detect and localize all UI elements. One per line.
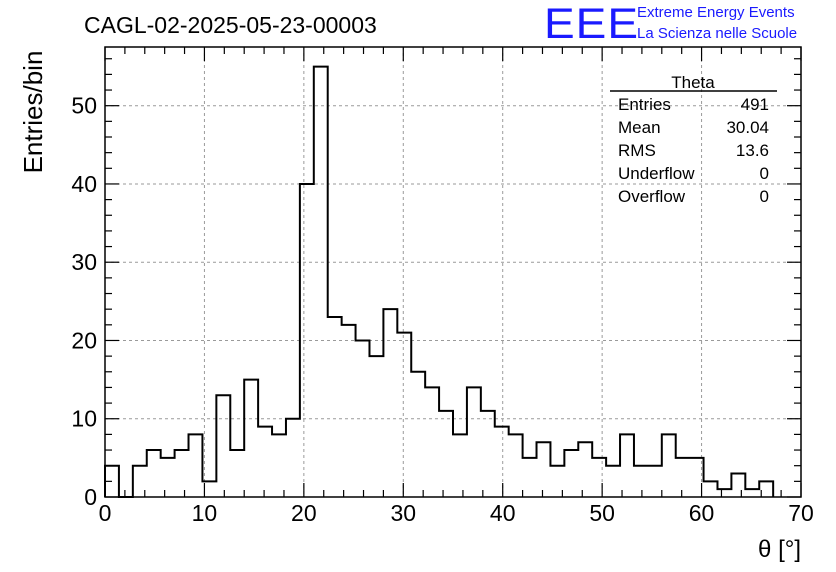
stats-value-mean: 30.04 <box>726 118 769 137</box>
histogram-bin <box>397 333 411 497</box>
histogram-bin <box>592 458 606 497</box>
histogram-bin <box>662 434 676 497</box>
histogram-bin <box>564 450 578 497</box>
histogram-bin <box>509 434 523 497</box>
histogram-bin <box>286 419 300 497</box>
y-tick-label: 40 <box>71 171 97 197</box>
histogram-bin <box>481 411 495 497</box>
histogram-bin <box>342 325 356 497</box>
histogram-bin <box>272 434 286 497</box>
histogram-bin <box>676 458 690 497</box>
stats-label-mean: Mean <box>618 118 661 137</box>
axis-ticks: 0 10 20 30 40 50 60 70 0 10 20 30 40 50 <box>71 47 814 526</box>
chart-title: CAGL-02-2025-05-23-00003 <box>84 12 377 38</box>
stats-value-overflow: 0 <box>760 187 769 206</box>
x-tick-label: 70 <box>788 500 814 526</box>
histogram-bin <box>147 450 161 497</box>
y-tick-label: 20 <box>71 327 97 353</box>
histogram-bin <box>745 489 759 497</box>
stats-label-entries: Entries <box>618 95 671 114</box>
stats-value-entries: 491 <box>741 95 769 114</box>
stats-label-rms: RMS <box>618 141 656 160</box>
histogram-bin <box>495 427 509 497</box>
stats-box: Theta Entries 491 Mean 30.04 RMS 13.6 Un… <box>610 73 777 206</box>
histogram-bin <box>467 387 481 497</box>
histogram-bin <box>189 434 203 497</box>
logo-line-1: Extreme Energy Events <box>637 4 795 21</box>
histogram-bin <box>634 466 648 497</box>
histogram-bin <box>161 458 175 497</box>
x-tick-label: 50 <box>589 500 615 526</box>
histogram-bin <box>244 380 258 497</box>
histogram-bin <box>648 466 662 497</box>
histogram-bin <box>411 372 425 497</box>
histogram-bin <box>537 442 551 497</box>
histogram-bin <box>175 450 189 497</box>
histogram-bin <box>717 489 731 497</box>
histogram-bin <box>314 67 328 497</box>
histogram-bin <box>523 458 537 497</box>
x-tick-label: 30 <box>390 500 416 526</box>
stats-value-rms: 13.6 <box>736 141 769 160</box>
y-tick-label: 10 <box>71 406 97 432</box>
histogram-bars <box>104 65 775 498</box>
x-axis-label: θ [°] <box>758 536 801 563</box>
x-tick-label: 0 <box>99 500 112 526</box>
stats-label-overflow: Overflow <box>618 187 686 206</box>
x-tick-label: 10 <box>192 500 218 526</box>
histogram-bin <box>620 434 634 497</box>
stats-value-underflow: 0 <box>760 164 769 183</box>
histogram-bin <box>453 434 467 497</box>
histogram-bin <box>704 481 718 497</box>
histogram-bin <box>606 466 620 497</box>
x-tick-label: 20 <box>291 500 317 526</box>
histogram-bin <box>216 395 230 497</box>
logo-line-2: La Scienza nelle Scuole <box>637 25 798 42</box>
stats-title: Theta <box>671 73 715 92</box>
histogram-outline <box>104 65 775 498</box>
histogram-bin <box>383 309 397 497</box>
y-axis-label: Entries/bin <box>18 51 48 174</box>
plot-frame <box>104 46 802 498</box>
histogram-bin <box>258 427 272 497</box>
histogram-bin <box>578 442 592 497</box>
y-tick-label: 30 <box>71 249 97 275</box>
histogram-bin <box>230 450 244 497</box>
y-tick-label: 50 <box>71 93 97 119</box>
plot-border <box>104 46 802 498</box>
x-tick-label: 60 <box>689 500 715 526</box>
histogram-bin <box>369 356 383 497</box>
stats-label-underflow: Underflow <box>618 164 695 183</box>
eee-logo: EEE <box>544 0 640 48</box>
histogram-bin <box>425 387 439 497</box>
histogram-bin <box>328 317 342 497</box>
y-tick-label: 0 <box>84 484 97 510</box>
histogram-bin <box>439 411 453 497</box>
x-tick-label: 40 <box>490 500 516 526</box>
histogram-bin <box>731 474 745 497</box>
